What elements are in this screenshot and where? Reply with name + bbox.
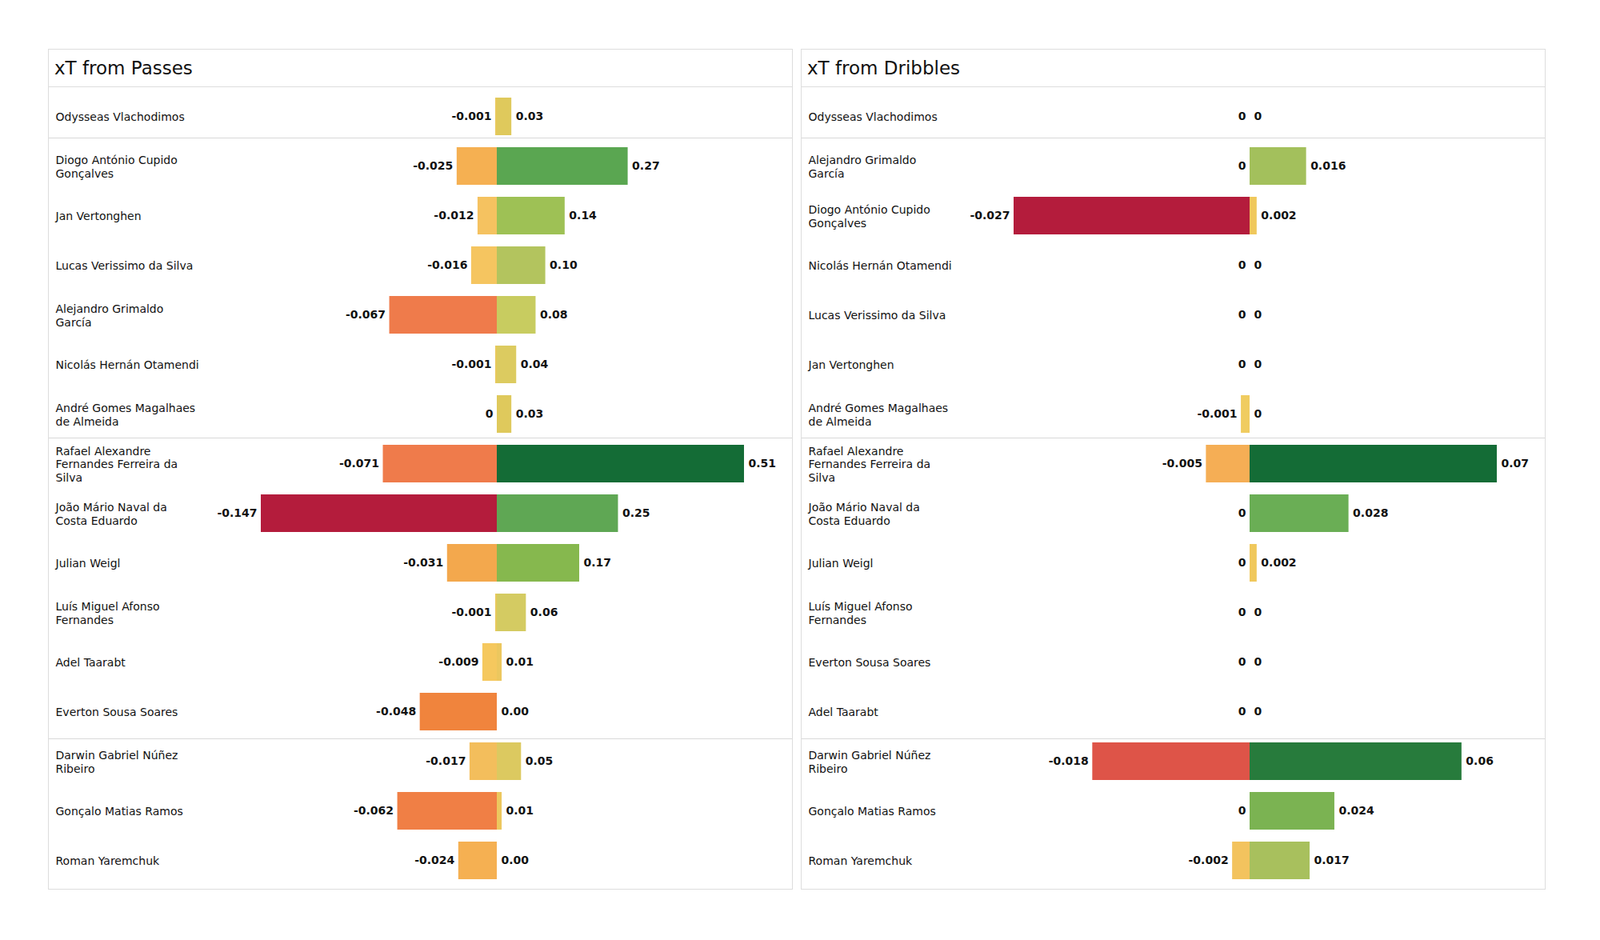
svg-text:0: 0 (1238, 109, 1247, 123)
svg-text:0.028: 0.028 (1352, 506, 1388, 520)
svg-text:Luís Miguel AfonsoFernandes: Luís Miguel AfonsoFernandes (808, 600, 913, 627)
svg-text:0.024: 0.024 (1338, 804, 1375, 817)
svg-text:0.00: 0.00 (501, 853, 530, 867)
svg-text:0: 0 (1254, 258, 1263, 272)
svg-text:-0.067: -0.067 (345, 308, 386, 321)
svg-text:0.01: 0.01 (506, 655, 535, 668)
svg-text:0: 0 (1238, 357, 1247, 371)
svg-text:-0.012: -0.012 (433, 208, 474, 222)
svg-text:Roman Yaremchuk: Roman Yaremchuk (56, 854, 161, 868)
svg-text:0.06: 0.06 (530, 605, 559, 619)
svg-text:-0.018: -0.018 (1048, 754, 1089, 768)
svg-text:0: 0 (1238, 159, 1247, 172)
svg-text:0: 0 (1238, 804, 1247, 817)
svg-text:Julian Weigl: Julian Weigl (55, 556, 121, 570)
svg-text:0: 0 (1254, 308, 1263, 321)
svg-text:Everton Sousa Soares: Everton Sousa Soares (808, 656, 932, 669)
svg-text:0: 0 (1254, 109, 1263, 123)
svg-text:-0.001: -0.001 (451, 357, 492, 371)
svg-text:0.14: 0.14 (568, 208, 597, 222)
svg-text:Jan Vertonghen: Jan Vertonghen (55, 209, 142, 223)
svg-text:Luís Miguel AfonsoFernandes: Luís Miguel AfonsoFernandes (56, 600, 160, 627)
svg-text:-0.001: -0.001 (451, 605, 492, 619)
svg-text:Rafael AlexandreFernandes Ferr: Rafael AlexandreFernandes Ferreira daSil… (808, 444, 932, 485)
svg-text:-0.001: -0.001 (1196, 407, 1237, 420)
svg-text:0.002: 0.002 (1260, 556, 1296, 569)
svg-text:-0.062: -0.062 (353, 804, 394, 817)
svg-text:0.03: 0.03 (516, 109, 544, 123)
svg-text:Nicolás Hernán Otamendi: Nicolás Hernán Otamendi (56, 358, 200, 372)
svg-text:-0.147: -0.147 (216, 506, 257, 520)
svg-text:0.27: 0.27 (632, 159, 660, 172)
svg-text:André Gomes Magalhaesde Almeid: André Gomes Magalhaesde Almeida (808, 401, 949, 428)
svg-text:-0.017: -0.017 (425, 754, 466, 768)
svg-text:-0.016: -0.016 (427, 258, 468, 272)
html-text:xT from Passes: xT from Passes (54, 57, 193, 79)
svg-text:-0.025: -0.025 (412, 159, 453, 172)
svg-text:-0.001: -0.001 (451, 109, 492, 123)
svg-text:0: 0 (485, 407, 494, 420)
svg-text:Roman Yaremchuk: Roman Yaremchuk (808, 854, 914, 868)
svg-text:0: 0 (1238, 308, 1247, 321)
svg-text:0.05: 0.05 (525, 754, 554, 768)
svg-text:-0.048: -0.048 (376, 704, 416, 718)
svg-text:João Mário Naval daCosta Eduar: João Mário Naval daCosta Eduardo (808, 500, 920, 528)
svg-text:0: 0 (1254, 407, 1263, 420)
svg-text:Diogo António CupidoGonçalves: Diogo António CupidoGonçalves (808, 203, 931, 230)
svg-text:0: 0 (1238, 605, 1247, 619)
svg-text:0.00: 0.00 (501, 704, 530, 718)
svg-text:0.08: 0.08 (540, 308, 568, 321)
svg-text:Everton Sousa Soares: Everton Sousa Soares (56, 705, 179, 719)
svg-text:Adel Taarabt: Adel Taarabt (56, 656, 127, 669)
svg-text:0.07: 0.07 (1501, 456, 1530, 470)
svg-text:Darwin Gabriel NúñezRibeiro: Darwin Gabriel NúñezRibeiro (56, 748, 179, 776)
svg-text:-0.005: -0.005 (1162, 456, 1203, 470)
svg-text:-0.024: -0.024 (414, 853, 455, 867)
svg-text:-0.071: -0.071 (339, 456, 380, 470)
svg-text:0.25: 0.25 (622, 506, 651, 520)
svg-text:Gonçalo Matias Ramos: Gonçalo Matias Ramos (808, 804, 936, 818)
svg-text:Lucas Verissimo da Silva: Lucas Verissimo da Silva (56, 259, 194, 272)
svg-text:Julian Weigl: Julian Weigl (808, 556, 874, 570)
svg-text:0.06: 0.06 (1465, 754, 1494, 768)
svg-text:-0.002: -0.002 (1188, 853, 1229, 867)
svg-text:0: 0 (1238, 258, 1247, 272)
svg-text:Nicolás Hernán Otamendi: Nicolás Hernán Otamendi (808, 259, 952, 272)
svg-text:0: 0 (1238, 556, 1247, 569)
svg-text:André Gomes Magalhaesde Almeid: André Gomes Magalhaesde Almeida (56, 401, 196, 428)
svg-text:0.017: 0.017 (1314, 853, 1350, 867)
svg-text:0: 0 (1254, 357, 1263, 371)
svg-text:0: 0 (1254, 655, 1263, 668)
svg-text:João Mário Naval daCosta Eduar: João Mário Naval daCosta Eduardo (55, 500, 168, 528)
html-text:xT from Dribbles: xT from Dribbles (807, 57, 961, 79)
svg-text:0.51: 0.51 (748, 456, 777, 470)
svg-text:0.016: 0.016 (1310, 159, 1346, 172)
svg-text:0.17: 0.17 (584, 556, 612, 569)
svg-text:0.002: 0.002 (1260, 208, 1296, 222)
svg-text:0: 0 (1238, 704, 1247, 718)
svg-text:Rafael AlexandreFernandes Ferr: Rafael AlexandreFernandes Ferreira daSil… (56, 444, 179, 485)
svg-text:Alejandro GrimaldoGarcía: Alejandro GrimaldoGarcía (56, 302, 164, 329)
svg-text:Alejandro GrimaldoGarcía: Alejandro GrimaldoGarcía (808, 153, 917, 180)
svg-text:0.10: 0.10 (549, 258, 578, 272)
svg-text:0: 0 (1238, 506, 1247, 520)
svg-text:0: 0 (1238, 655, 1247, 668)
svg-text:-0.031: -0.031 (403, 556, 444, 569)
svg-text:-0.009: -0.009 (438, 655, 479, 668)
svg-text:0: 0 (1254, 704, 1263, 718)
svg-text:0.01: 0.01 (506, 804, 535, 817)
svg-text:-0.027: -0.027 (969, 208, 1010, 222)
svg-text:Lucas Verissimo da Silva: Lucas Verissimo da Silva (808, 308, 947, 322)
svg-text:0.03: 0.03 (516, 407, 544, 420)
svg-text:Diogo António CupidoGonçalves: Diogo António CupidoGonçalves (56, 153, 178, 180)
svg-text:Adel Taarabt: Adel Taarabt (808, 705, 880, 719)
svg-text:0: 0 (1254, 605, 1263, 619)
svg-text:0.04: 0.04 (520, 357, 549, 371)
svg-text:Gonçalo Matias Ramos: Gonçalo Matias Ramos (56, 804, 184, 818)
svg-text:Odysseas Vlachodimos: Odysseas Vlachodimos (808, 110, 938, 124)
svg-text:Darwin Gabriel NúñezRibeiro: Darwin Gabriel NúñezRibeiro (808, 748, 932, 776)
svg-text:Odysseas Vlachodimos: Odysseas Vlachodimos (56, 110, 185, 124)
svg-text:Jan Vertonghen: Jan Vertonghen (808, 358, 895, 372)
